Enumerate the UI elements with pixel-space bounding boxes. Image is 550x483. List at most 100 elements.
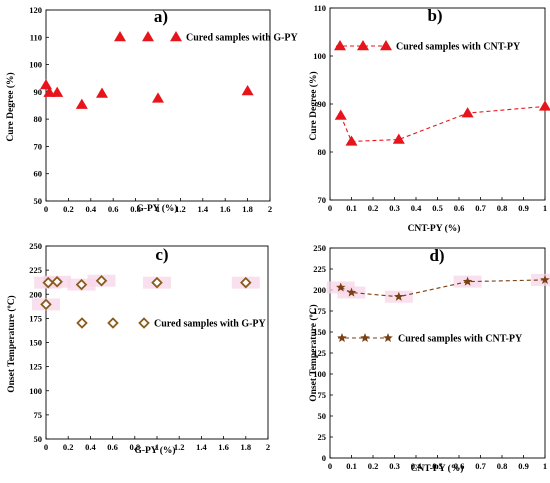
data-point [461,107,474,118]
chart-panel-3: 0 0.2 0.4 0.6 0.8 1 1.2 1.4 1.6 1.8 25075100125150… [6,241,270,456]
y-tick-label: 50 [318,411,327,421]
x-tick-label: 0.8 [497,203,508,213]
y-tick-label: 100 [313,369,326,379]
y-tick-label: 100 [29,60,42,70]
y-axis-label: Cure Degree (%) [5,72,16,141]
y-axis-label: Cure Degree (%) [308,71,319,140]
x-tick-label: 0.5 [432,203,443,213]
x-tick-label: 1.6 [218,442,229,452]
chart-panel-1: 0 0.2 0.4 0.6 0.8 1 1.2 1.4 1.6 1.8 2 50 60 70 80 90 100… [5,5,299,214]
x-tick-label: 1.4 [197,204,208,214]
y-tick-label: 90 [34,87,43,97]
x-axis-label: CNT-PY (%) [408,223,461,234]
x-tick-label: 0.4 [85,204,96,214]
legend-marker [360,333,370,343]
y-tick-label: 225 [313,264,326,274]
y-tick-label: 80 [318,147,327,157]
data-point [42,276,54,289]
x-tick-label: 0.7 [475,203,486,213]
y-tick-label: 250 [313,243,326,253]
y-tick-label: 50 [34,196,43,206]
x-tick-label: 0.4 [85,442,96,452]
plot-frame [45,245,269,440]
data-point [241,85,254,96]
legend-marker [334,40,346,51]
x-tick-label: 1.6 [220,204,231,214]
x-tick-label: 1 [156,204,160,214]
series-line [340,279,546,298]
x-tick-label: 1 [155,442,159,452]
x-tick-label: 0.8 [130,204,141,214]
data-point [95,274,108,287]
x-tick-label: 0.2 [63,204,74,214]
y-tick-label: 110 [314,3,326,13]
x-tick-label: 1 [543,461,547,471]
data-point [51,275,63,288]
x-tick-label: 2 [268,204,272,214]
x-tick-label: 0.7 [475,461,486,471]
legend-marker [337,333,347,343]
x-tick-label: 0.9 [518,461,529,471]
y-tick-label: 50 [34,434,43,444]
legend: Cured samples with G-PY [76,317,267,330]
y-tick-label: 110 [30,32,42,42]
x-tick-label: 0 [328,203,332,213]
data-point [392,133,405,144]
x-tick-label: 0.4 [411,203,422,213]
legend-label: Cured samples with CNT-PY [398,334,523,345]
y-tick-label: 100 [29,386,42,396]
chart-panel-2: 0 0.1 0.2 0.3 0.4 0.5 0.6 0.7 0.8 0.9 1 70 80 90 100 11… [308,3,550,234]
data-point [240,276,252,289]
data-point [334,109,347,120]
y-tick-label: 75 [318,390,327,400]
data-point [335,282,346,292]
x-axis-label: G-PY (%) [136,203,177,214]
y-tick-label: 70 [318,195,327,205]
y-tick-label: 250 [29,241,42,251]
plot-frame [329,7,546,201]
x-tick-label: 0.3 [389,461,400,471]
x-tick-label: 0.6 [108,204,119,214]
data-point [40,79,52,90]
y-tick-label: 225 [29,265,42,275]
x-tick-label: 0 [44,204,48,214]
legend-marker [142,31,154,42]
data-point [394,291,404,301]
x-tick-label: 0.8 [497,461,508,471]
plot-frame [329,247,546,459]
legend-label: Cured samples with G-PY [186,33,299,44]
legend: Cured samples with CNT-PY [337,333,523,345]
x-tick-label: 0.8 [129,442,140,452]
legend-marker [107,317,119,329]
data-point [462,276,473,286]
data-series [334,100,550,146]
x-tick-label: 0.4 [411,461,422,471]
legend: Cured samples with CNT-PY [334,40,521,53]
y-tick-label: 70 [34,141,43,151]
panel-label: d) [429,246,444,265]
x-tick-label: 0.2 [63,442,74,452]
panel-label: b) [427,6,442,25]
data-point [51,86,64,97]
data-point [539,100,550,111]
x-tick-label: 0.1 [346,203,357,213]
legend-marker [76,317,88,329]
y-axis-label: Onset Temperature (ºC) [6,295,17,392]
legend-label: Cured samples with G-PY [154,319,267,330]
data-point [152,92,164,103]
y-tick-label: 0 [322,453,326,463]
y-axis-label: Onset Temperature (ºC) [308,304,319,401]
data-point [75,98,88,109]
y-tick-label: 75 [34,410,43,420]
data-series [326,273,550,303]
data-series [32,274,260,311]
x-tick-label: 1.2 [175,204,186,214]
x-tick-label: 1.4 [196,442,207,452]
y-tick-label: 25 [318,432,327,442]
x-tick-label: 1 [543,203,547,213]
y-tick-label: 60 [34,169,43,179]
y-tick-label: 175 [313,306,326,316]
data-series [40,79,254,109]
y-tick-label: 175 [29,313,42,323]
